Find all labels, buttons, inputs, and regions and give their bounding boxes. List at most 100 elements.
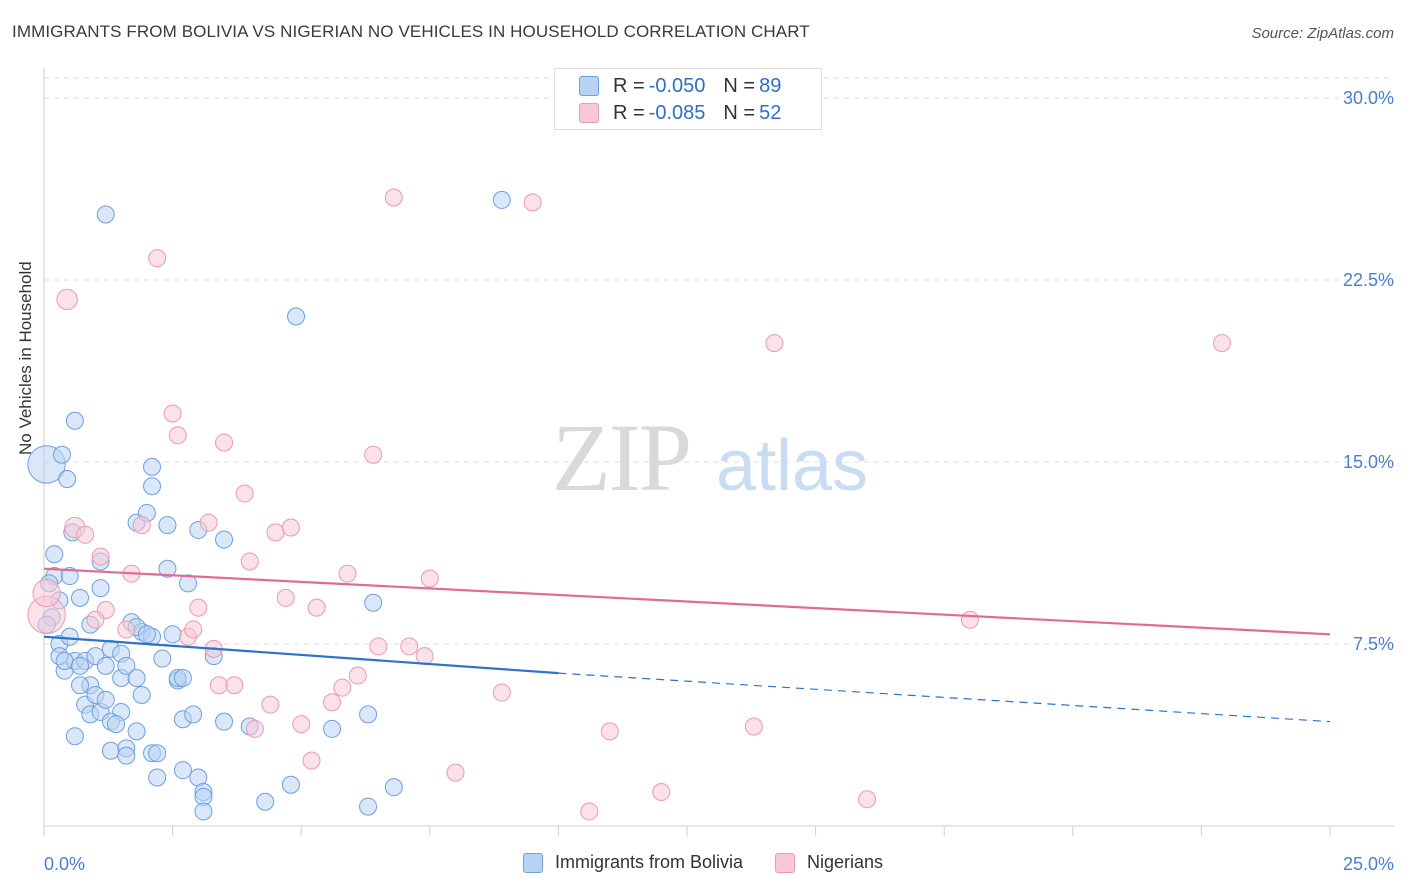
bolivia-point — [137, 625, 156, 644]
legend-swatch-blue — [522, 852, 543, 873]
bolivia-point — [132, 685, 151, 704]
watermark-atlas: atlas — [716, 426, 868, 506]
bolivia-point — [127, 668, 146, 687]
bolivia-point — [359, 705, 378, 724]
bolivia-point — [65, 411, 84, 430]
bolivia-point — [117, 656, 136, 675]
nigerian-point — [369, 637, 388, 656]
nigerian-point — [117, 620, 136, 639]
r-label: R = — [613, 101, 645, 124]
series-legend: Immigrants from Bolivia Nigerians — [0, 852, 1406, 873]
nigerian-point — [302, 751, 321, 770]
y-tick-label: 30.0% — [1343, 88, 1394, 108]
nigerian-point — [148, 249, 167, 268]
bolivia-point — [101, 741, 120, 760]
nigerian-point — [765, 334, 784, 353]
x-tick-label: 0.0% — [44, 854, 85, 874]
trend-lines — [43, 567, 1331, 723]
r-value: -0.085 — [648, 101, 706, 124]
watermark: ZIP atlas — [552, 404, 868, 511]
nigerian-point — [199, 513, 218, 532]
nigerian-point — [240, 552, 259, 571]
nigerian-point — [415, 647, 434, 666]
nigerian-point — [323, 693, 342, 712]
nigerian-point — [56, 288, 78, 311]
r-label: R = — [613, 74, 645, 97]
tick-labels: 7.5% 15.0% 22.5% 30.0% 0.0% 25.0% — [44, 88, 1394, 874]
y-tick-label: 22.5% — [1343, 270, 1394, 290]
nigerian-point — [132, 516, 151, 535]
stats-legend-row-nigerians: R = -0.085 N = 52 — [579, 100, 781, 126]
bolivia-point — [173, 668, 192, 687]
legend-swatch-pink — [579, 103, 599, 123]
nigerian-point — [76, 525, 95, 544]
legend-swatch-blue — [579, 76, 599, 96]
nigerian-point — [86, 610, 105, 629]
bolivia-point — [158, 516, 177, 535]
bolivia-point — [91, 579, 110, 598]
bolivia-point — [60, 567, 79, 586]
bolivia-point — [384, 778, 403, 797]
chart-title: IMMIGRANTS FROM BOLIVIA VS NIGERIAN NO V… — [12, 22, 810, 41]
y-axis-label: No Vehicles in Household — [16, 261, 35, 455]
nigerian-point — [235, 484, 254, 503]
data-points — [27, 188, 1231, 821]
bolivia-point — [281, 775, 300, 794]
watermark-zip: ZIP — [552, 404, 690, 511]
legend-item-nigerians: Nigerians — [775, 852, 883, 873]
bolivia-point — [158, 559, 177, 578]
nigerian-point — [420, 569, 439, 588]
nigerian-point — [400, 637, 419, 656]
stats-legend: R = -0.050 N = 89 R = -0.085 N = 52 — [554, 68, 822, 130]
bolivia-trend-extension — [558, 672, 1331, 723]
bolivia-point — [45, 545, 64, 564]
bolivia-point — [107, 715, 126, 734]
nigerian-point — [858, 790, 877, 809]
nigerian-point — [307, 598, 326, 617]
bolivia-point — [71, 656, 90, 675]
nigerian-point — [492, 683, 511, 702]
nigerian-point — [1212, 334, 1231, 353]
y-tick-label: 15.0% — [1343, 452, 1394, 472]
nigerian-point — [261, 695, 280, 714]
bolivia-point — [323, 719, 342, 738]
bolivia-point — [148, 744, 167, 763]
bolivia-point — [163, 625, 182, 644]
legend-item-bolivia: Immigrants from Bolivia — [522, 852, 743, 873]
bolivia-point — [215, 712, 234, 731]
x-tick-label: 25.0% — [1343, 854, 1394, 874]
nigerian-point — [652, 783, 671, 802]
bolivia-point — [287, 307, 306, 326]
bolivia-point — [58, 469, 77, 488]
bolivia-point — [184, 705, 203, 724]
bolivia-point — [53, 445, 72, 464]
legend-label-nigerians: Nigerians — [807, 852, 884, 872]
r-value: -0.050 — [648, 74, 706, 97]
bolivia-point — [173, 761, 192, 780]
nigerian-point — [215, 433, 234, 452]
bolivia-point — [256, 792, 275, 811]
bolivia-point — [71, 676, 90, 695]
bolivia-point — [71, 588, 90, 607]
n-label: N = — [723, 74, 756, 97]
bolivia-point — [96, 656, 115, 675]
nigerian-point — [209, 676, 228, 695]
nigerian-point — [364, 445, 383, 464]
nigerian-trend-line — [43, 567, 1331, 636]
nigerian-point — [168, 426, 187, 445]
bolivia-point — [65, 727, 84, 746]
bolivia-point — [359, 797, 378, 816]
nigerian-point — [744, 717, 763, 736]
nigerian-point — [189, 598, 208, 617]
chart-source: Source: ZipAtlas.com — [1251, 25, 1394, 42]
bolivia-point — [127, 722, 146, 741]
bolivia-point — [117, 746, 136, 765]
n-value: 89 — [759, 74, 782, 97]
nigerian-point — [960, 610, 979, 629]
nigerian-point — [333, 678, 352, 697]
bolivia-trend-line — [43, 635, 559, 675]
nigerian-point — [523, 193, 542, 212]
nigerian-point — [163, 404, 182, 423]
bolivia-point — [148, 768, 167, 787]
